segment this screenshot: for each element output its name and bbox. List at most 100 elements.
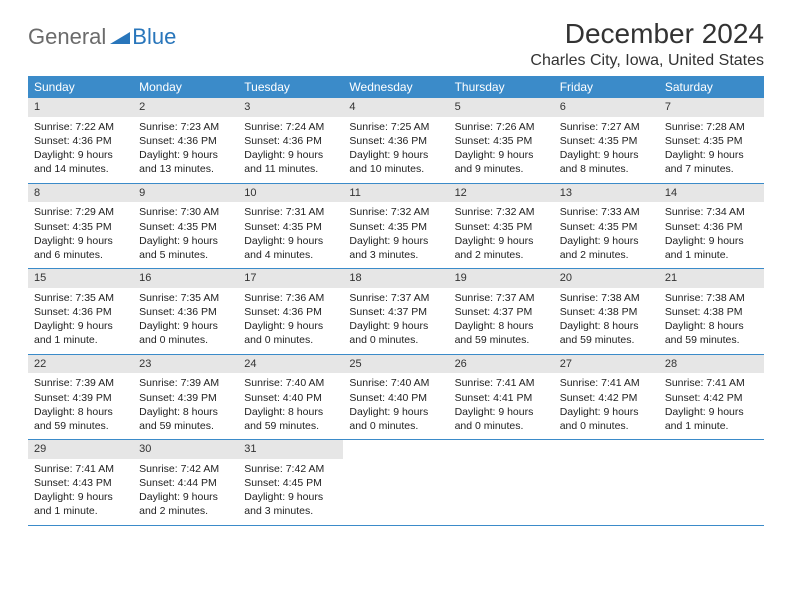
weekday-header: Thursday (449, 76, 554, 98)
daylight-text-2: and 2 minutes. (139, 504, 232, 518)
sunset-text: Sunset: 4:36 PM (349, 134, 442, 148)
calendar-week: 22Sunrise: 7:39 AMSunset: 4:39 PMDayligh… (28, 355, 764, 441)
daylight-text-1: Daylight: 9 hours (665, 148, 758, 162)
day-number: 1 (28, 98, 133, 117)
day-body: Sunrise: 7:39 AMSunset: 4:39 PMDaylight:… (28, 373, 133, 439)
day-body: Sunrise: 7:35 AMSunset: 4:36 PMDaylight:… (133, 288, 238, 354)
sunset-text: Sunset: 4:35 PM (34, 220, 127, 234)
day-number: 18 (343, 269, 448, 288)
sunset-text: Sunset: 4:36 PM (244, 134, 337, 148)
daylight-text-1: Daylight: 9 hours (560, 405, 653, 419)
calendar-day: .. (659, 440, 764, 525)
daylight-text-2: and 13 minutes. (139, 162, 232, 176)
calendar-day: 30Sunrise: 7:42 AMSunset: 4:44 PMDayligh… (133, 440, 238, 525)
day-number: 16 (133, 269, 238, 288)
calendar-day: 7Sunrise: 7:28 AMSunset: 4:35 PMDaylight… (659, 98, 764, 183)
sunset-text: Sunset: 4:37 PM (349, 305, 442, 319)
sunset-text: Sunset: 4:35 PM (455, 134, 548, 148)
daylight-text-2: and 2 minutes. (455, 248, 548, 262)
daylight-text-1: Daylight: 9 hours (349, 319, 442, 333)
sunrise-text: Sunrise: 7:26 AM (455, 120, 548, 134)
sunset-text: Sunset: 4:43 PM (34, 476, 127, 490)
calendar-day: 9Sunrise: 7:30 AMSunset: 4:35 PMDaylight… (133, 184, 238, 269)
daylight-text-2: and 59 minutes. (139, 419, 232, 433)
daylight-text-2: and 10 minutes. (349, 162, 442, 176)
sunset-text: Sunset: 4:36 PM (139, 305, 232, 319)
calendar: SundayMondayTuesdayWednesdayThursdayFrid… (28, 76, 764, 526)
calendar-day: 13Sunrise: 7:33 AMSunset: 4:35 PMDayligh… (554, 184, 659, 269)
calendar-day: 27Sunrise: 7:41 AMSunset: 4:42 PMDayligh… (554, 355, 659, 440)
calendar-day: 17Sunrise: 7:36 AMSunset: 4:36 PMDayligh… (238, 269, 343, 354)
calendar-day: 16Sunrise: 7:35 AMSunset: 4:36 PMDayligh… (133, 269, 238, 354)
day-number: 29 (28, 440, 133, 459)
calendar-day: 5Sunrise: 7:26 AMSunset: 4:35 PMDaylight… (449, 98, 554, 183)
weekday-header-row: SundayMondayTuesdayWednesdayThursdayFrid… (28, 76, 764, 98)
sunrise-text: Sunrise: 7:35 AM (34, 291, 127, 305)
sunset-text: Sunset: 4:38 PM (665, 305, 758, 319)
sunrise-text: Sunrise: 7:22 AM (34, 120, 127, 134)
daylight-text-1: Daylight: 9 hours (139, 234, 232, 248)
calendar-day: 14Sunrise: 7:34 AMSunset: 4:36 PMDayligh… (659, 184, 764, 269)
daylight-text-1: Daylight: 9 hours (244, 148, 337, 162)
day-number: 3 (238, 98, 343, 117)
sunrise-text: Sunrise: 7:41 AM (665, 376, 758, 390)
sunrise-text: Sunrise: 7:37 AM (349, 291, 442, 305)
daylight-text-1: Daylight: 9 hours (34, 148, 127, 162)
day-number: 22 (28, 355, 133, 374)
sunrise-text: Sunrise: 7:28 AM (665, 120, 758, 134)
daylight-text-2: and 1 minute. (665, 248, 758, 262)
calendar-day: 22Sunrise: 7:39 AMSunset: 4:39 PMDayligh… (28, 355, 133, 440)
daylight-text-2: and 6 minutes. (34, 248, 127, 262)
daylight-text-2: and 59 minutes. (244, 419, 337, 433)
calendar-week: 15Sunrise: 7:35 AMSunset: 4:36 PMDayligh… (28, 269, 764, 355)
daylight-text-1: Daylight: 9 hours (349, 234, 442, 248)
sunrise-text: Sunrise: 7:41 AM (560, 376, 653, 390)
day-body: Sunrise: 7:37 AMSunset: 4:37 PMDaylight:… (343, 288, 448, 354)
calendar-day: 11Sunrise: 7:32 AMSunset: 4:35 PMDayligh… (343, 184, 448, 269)
calendar-day: 28Sunrise: 7:41 AMSunset: 4:42 PMDayligh… (659, 355, 764, 440)
calendar-day: .. (449, 440, 554, 525)
day-body: Sunrise: 7:40 AMSunset: 4:40 PMDaylight:… (238, 373, 343, 439)
sunset-text: Sunset: 4:36 PM (139, 134, 232, 148)
daylight-text-2: and 1 minute. (665, 419, 758, 433)
day-number: 21 (659, 269, 764, 288)
calendar-day: 15Sunrise: 7:35 AMSunset: 4:36 PMDayligh… (28, 269, 133, 354)
calendar-day: 23Sunrise: 7:39 AMSunset: 4:39 PMDayligh… (133, 355, 238, 440)
day-number: 7 (659, 98, 764, 117)
daylight-text-2: and 1 minute. (34, 333, 127, 347)
sunrise-text: Sunrise: 7:41 AM (455, 376, 548, 390)
day-number: 5 (449, 98, 554, 117)
day-body: Sunrise: 7:27 AMSunset: 4:35 PMDaylight:… (554, 117, 659, 183)
sunrise-text: Sunrise: 7:27 AM (560, 120, 653, 134)
sunrise-text: Sunrise: 7:41 AM (34, 462, 127, 476)
daylight-text-2: and 0 minutes. (139, 333, 232, 347)
sunset-text: Sunset: 4:40 PM (349, 391, 442, 405)
header: General Blue December 2024 Charles City,… (28, 18, 764, 70)
sunset-text: Sunset: 4:35 PM (455, 220, 548, 234)
daylight-text-1: Daylight: 8 hours (244, 405, 337, 419)
daylight-text-1: Daylight: 8 hours (560, 319, 653, 333)
daylight-text-2: and 3 minutes. (244, 504, 337, 518)
sunset-text: Sunset: 4:36 PM (34, 305, 127, 319)
daylight-text-2: and 5 minutes. (139, 248, 232, 262)
daylight-text-2: and 59 minutes. (560, 333, 653, 347)
calendar-day: 2Sunrise: 7:23 AMSunset: 4:36 PMDaylight… (133, 98, 238, 183)
weekday-header: Wednesday (343, 76, 448, 98)
calendar-day: 20Sunrise: 7:38 AMSunset: 4:38 PMDayligh… (554, 269, 659, 354)
day-number: 2 (133, 98, 238, 117)
sunrise-text: Sunrise: 7:39 AM (34, 376, 127, 390)
daylight-text-1: Daylight: 9 hours (349, 148, 442, 162)
daylight-text-2: and 2 minutes. (560, 248, 653, 262)
sunset-text: Sunset: 4:42 PM (665, 391, 758, 405)
daylight-text-2: and 59 minutes. (34, 419, 127, 433)
weekday-header: Tuesday (238, 76, 343, 98)
day-number: 8 (28, 184, 133, 203)
daylight-text-1: Daylight: 8 hours (665, 319, 758, 333)
weekday-header: Friday (554, 76, 659, 98)
calendar-day: 21Sunrise: 7:38 AMSunset: 4:38 PMDayligh… (659, 269, 764, 354)
daylight-text-1: Daylight: 9 hours (455, 405, 548, 419)
daylight-text-1: Daylight: 9 hours (665, 405, 758, 419)
sunrise-text: Sunrise: 7:24 AM (244, 120, 337, 134)
day-number: 15 (28, 269, 133, 288)
day-body: Sunrise: 7:32 AMSunset: 4:35 PMDaylight:… (449, 202, 554, 268)
